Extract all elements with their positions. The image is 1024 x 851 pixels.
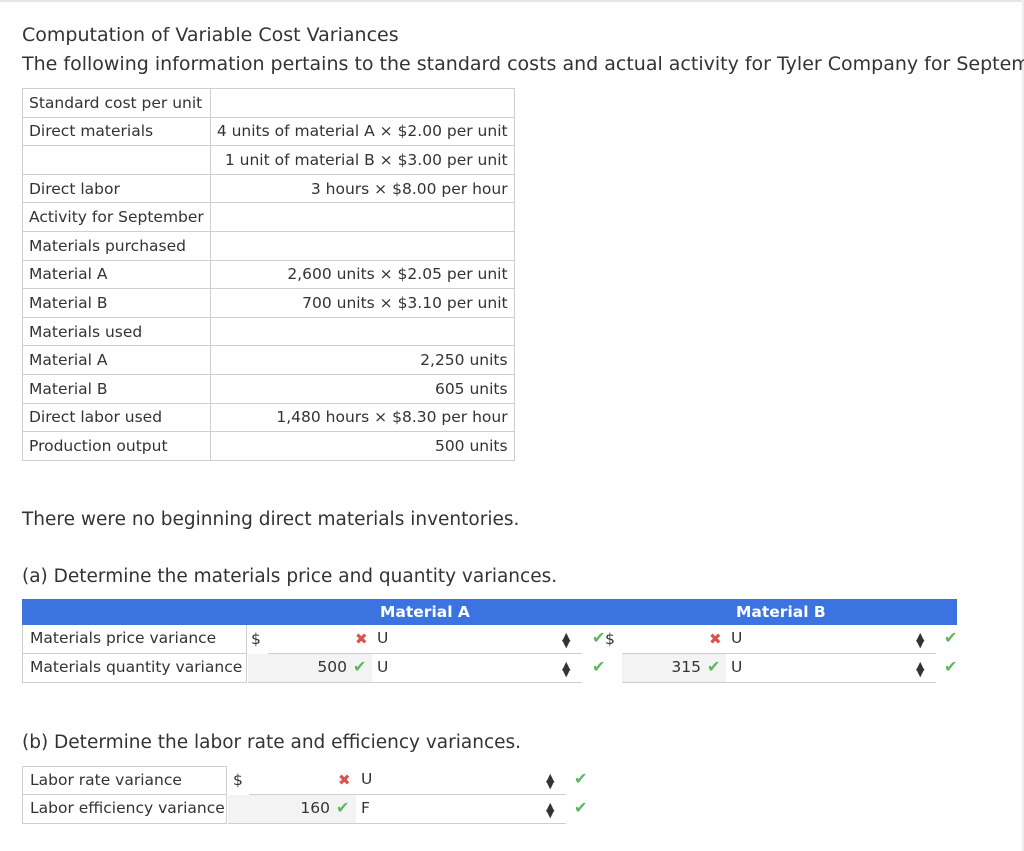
row-value: 4 units of material A × $2.00 per unit: [209, 116, 515, 147]
currency-symbol: $: [233, 771, 243, 789]
row-label: Material A: [22, 345, 211, 375]
header-material-b: Material B: [736, 603, 826, 621]
material-b-quantity-type-select[interactable]: U: [726, 654, 936, 683]
check-mark-icon: ✔: [944, 657, 958, 676]
up-down-arrows-icon: ▲ ▼: [562, 659, 571, 679]
row-label-cell: Labor efficiency variance: [22, 795, 227, 824]
table-row: Material B 605 units: [22, 373, 515, 404]
materials-quantity-row: Materials quantity variance 500 ✔ U ▲ ▼ ✔…: [22, 654, 957, 683]
side-border: [1022, 0, 1024, 851]
row-value: [209, 202, 515, 232]
row-label: Materials used: [22, 316, 211, 347]
x-mark-icon: ✖: [355, 630, 368, 648]
table-row: Direct labor 3 hours × $8.00 per hour: [22, 173, 515, 204]
info-table: Standard cost per unit Direct materials 4…: [22, 88, 515, 461]
x-mark-icon: ✖: [338, 771, 351, 789]
table-row: Standard cost per unit: [22, 88, 515, 118]
up-down-arrows-icon: ▲ ▼: [546, 771, 555, 791]
row-label-cell: Materials price variance: [22, 625, 247, 654]
material-b-price-type-select[interactable]: U: [726, 625, 936, 654]
table-row: Material A 2,600 units × $2.05 per unit: [22, 259, 515, 290]
row-value: 605 units: [209, 373, 515, 404]
header-material-a: Material A: [380, 603, 470, 621]
labor-rate-row: Labor rate variance $ ✖ U ▲ ▼ ✔: [22, 766, 602, 795]
material-a-price-input[interactable]: [268, 625, 372, 654]
row-value: [209, 316, 515, 347]
question-a: (a) Determine the materials price and qu…: [22, 566, 558, 587]
row-label: Materials quantity variance: [30, 658, 243, 676]
row-label: [22, 145, 211, 175]
row-label-cell: Materials quantity variance: [22, 654, 247, 683]
labor-efficiency-type-select[interactable]: F: [356, 795, 566, 824]
row-label: Labor efficiency variance: [30, 799, 225, 817]
check-mark-icon: ✔: [353, 657, 367, 676]
x-mark-icon: ✖: [709, 630, 722, 648]
table-row: Direct labor used 1,480 hours × $8.30 per…: [22, 402, 515, 433]
row-label: Direct materials: [22, 116, 211, 147]
row-value: 1 unit of material B × $3.00 per unit: [209, 145, 515, 175]
table-row: Activity for September: [22, 202, 515, 232]
top-border: [0, 0, 1024, 2]
up-down-arrows-icon: ▲ ▼: [916, 630, 925, 650]
row-label: Standard cost per unit: [22, 88, 211, 118]
inventory-note: There were no beginning direct materials…: [22, 509, 520, 530]
labor-rate-input[interactable]: [249, 766, 360, 795]
row-label: Direct labor used: [22, 402, 211, 433]
check-mark-icon: ✔: [944, 628, 958, 647]
currency-symbol: $: [251, 630, 261, 648]
material-b-quantity-input[interactable]: 315: [622, 654, 726, 683]
labor-efficiency-row: Labor efficiency variance 160 ✔ F ▲ ▼ ✔: [22, 795, 602, 824]
table-row: Materials used: [22, 316, 515, 347]
table-row: Materials purchased: [22, 230, 515, 261]
row-value: 700 units × $3.10 per unit: [209, 288, 515, 318]
question-b: (b) Determine the labor rate and efficie…: [22, 732, 522, 753]
row-label-cell: Labor rate variance: [22, 766, 227, 795]
up-down-arrows-icon: ▲ ▼: [546, 800, 555, 820]
row-label: Material A: [22, 259, 211, 290]
row-value: 1,480 hours × $8.30 per hour: [209, 402, 515, 433]
check-mark-icon: ✔: [574, 798, 588, 817]
labor-rate-type-select[interactable]: U: [356, 766, 566, 795]
row-label: Material B: [22, 373, 211, 404]
row-value: 2,250 units: [209, 345, 515, 375]
row-value: 3 hours × $8.00 per hour: [209, 173, 515, 204]
page-title: Computation of Variable Cost Variances: [22, 24, 399, 46]
up-down-arrows-icon: ▲ ▼: [916, 659, 925, 679]
table-row: 1 unit of material B × $3.00 per unit: [22, 145, 515, 175]
row-label: Materials price variance: [30, 629, 217, 647]
row-label: Production output: [22, 431, 211, 461]
materials-header: Material A Material B: [22, 599, 957, 625]
row-label: Labor rate variance: [30, 771, 182, 789]
materials-price-row: Materials price variance $ ✖ U ▲ ▼ ✔ $ ✖ …: [22, 625, 957, 654]
currency-symbol: $: [605, 630, 615, 648]
check-mark-icon: ✔: [336, 798, 350, 817]
intro-text: The following information pertains to th…: [22, 53, 1024, 75]
row-value: [209, 230, 515, 261]
check-mark-icon: ✔: [574, 769, 588, 788]
table-row: Direct materials 4 units of material A × …: [22, 116, 515, 147]
labor-efficiency-input[interactable]: 160: [228, 795, 356, 824]
table-row: Material B 700 units × $3.10 per unit: [22, 288, 515, 318]
material-a-quantity-type-select[interactable]: U: [372, 654, 582, 683]
check-mark-icon: ✔: [592, 628, 606, 647]
row-label: Direct labor: [22, 173, 211, 204]
table-row: Production output 500 units: [22, 431, 515, 461]
check-mark-icon: ✔: [707, 657, 721, 676]
material-a-quantity-input[interactable]: 500: [248, 654, 372, 683]
row-label: Activity for September: [22, 202, 211, 232]
check-mark-icon: ✔: [592, 657, 606, 676]
row-label: Materials purchased: [22, 230, 211, 261]
material-a-price-type-select[interactable]: U: [372, 625, 582, 654]
row-value: [209, 88, 515, 118]
row-value: 2,600 units × $2.05 per unit: [209, 259, 515, 290]
up-down-arrows-icon: ▲ ▼: [562, 630, 571, 650]
table-row: Material A 2,250 units: [22, 345, 515, 375]
row-label: Material B: [22, 288, 211, 318]
material-b-price-input[interactable]: [622, 625, 726, 654]
row-value: 500 units: [209, 431, 515, 461]
